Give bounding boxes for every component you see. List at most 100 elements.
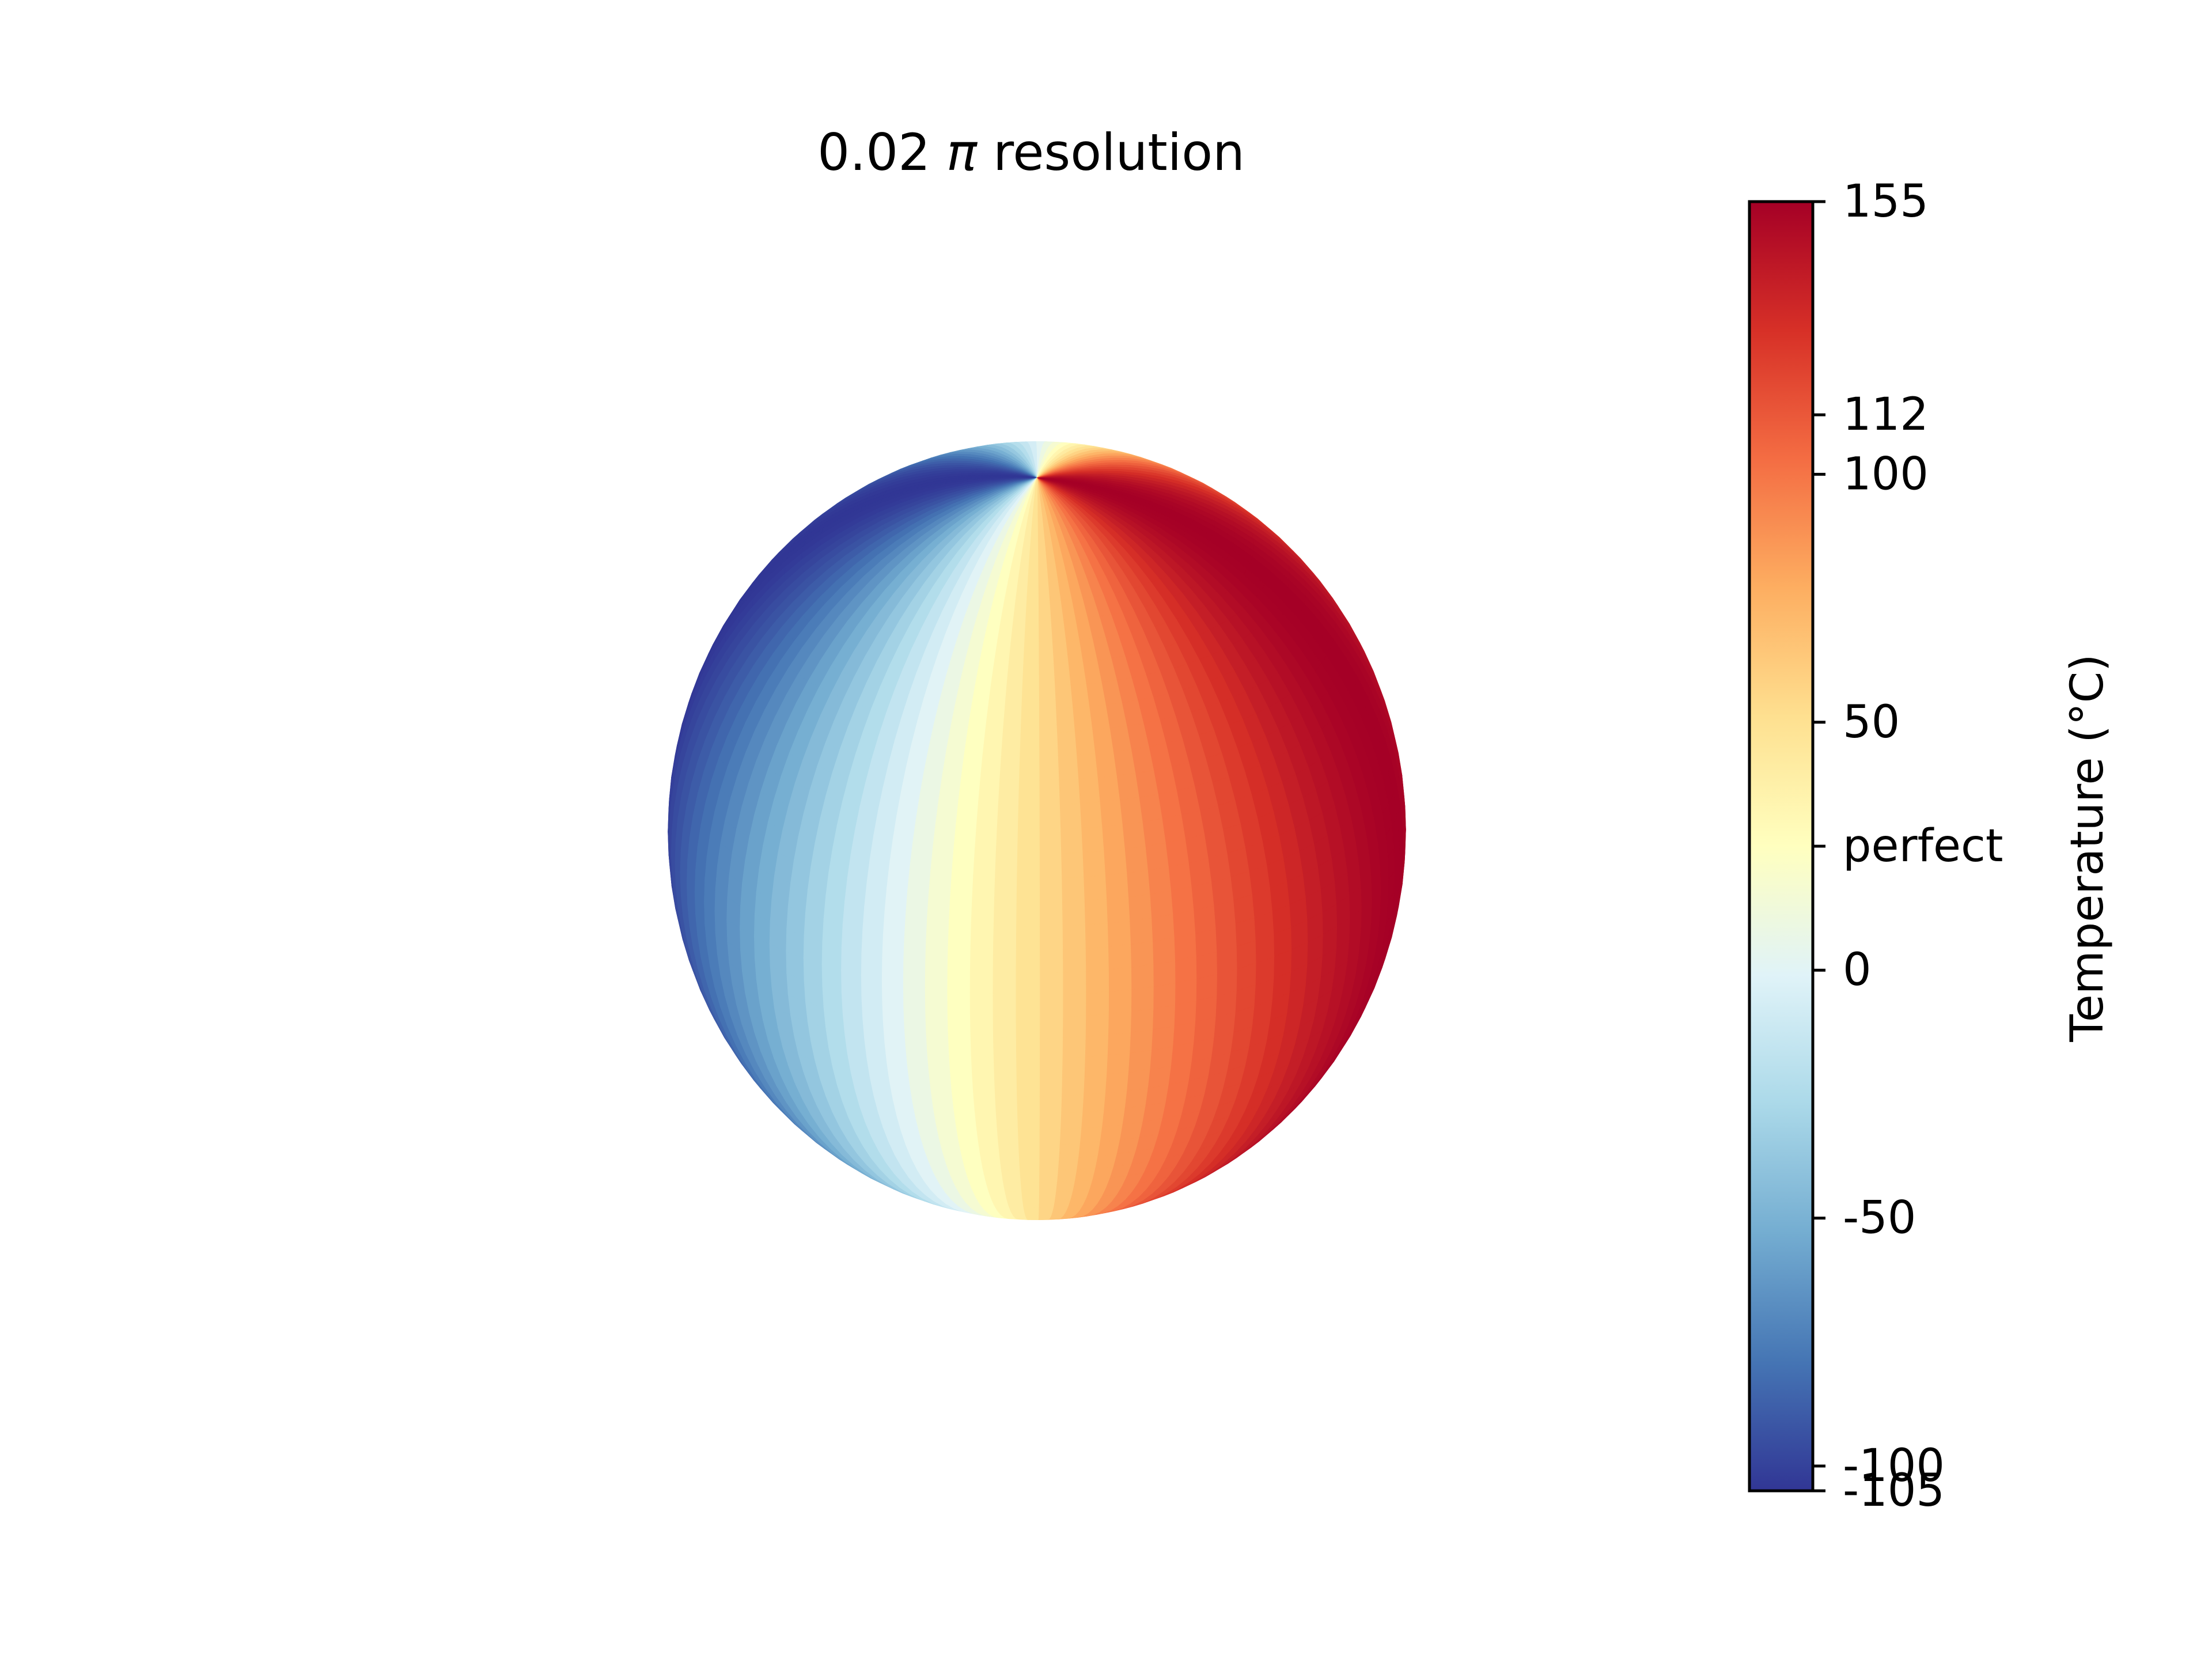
surface-facet <box>1058 779 1080 805</box>
surface-facet <box>1152 1004 1176 1031</box>
surface-facet <box>1019 756 1040 781</box>
colorbar-tick-label: 155 <box>1843 176 1929 228</box>
surface-facet <box>993 1036 1017 1059</box>
surface-facet <box>999 1157 1021 1171</box>
surface-facet <box>993 1056 1018 1078</box>
surface-facet <box>1085 946 1109 972</box>
colorbar: 155 112 100 50 perfect 0 -50 -100-105 <box>1748 176 2003 1517</box>
surface-facet <box>882 910 907 940</box>
title-pi-symbol: π <box>946 123 978 182</box>
surface-facet <box>1050 620 1066 642</box>
surface-facet <box>1074 1168 1096 1181</box>
surface-facet <box>1105 1052 1130 1075</box>
surface-facet <box>1079 801 1103 829</box>
surface-facet <box>1004 685 1024 710</box>
surface-facet <box>915 794 940 823</box>
surface-facet <box>1039 828 1062 854</box>
surface-facet <box>1174 956 1197 984</box>
surface-facet <box>1021 1191 1040 1201</box>
surface-facet <box>1025 600 1039 622</box>
surface-facet <box>1037 514 1044 531</box>
surface-facet <box>993 971 1017 995</box>
surface-facet <box>1141 817 1166 847</box>
surface-facet <box>1105 896 1130 924</box>
surface-facet <box>995 828 1019 854</box>
colorbar-tick-label: 100 <box>1843 448 1929 500</box>
surface-facet <box>980 1156 1002 1171</box>
title-suffix: resolution <box>977 123 1245 182</box>
surface-facet <box>1080 825 1104 853</box>
surface-facet <box>1081 850 1105 877</box>
surface-facet <box>1059 803 1082 830</box>
surface-facet <box>925 941 949 968</box>
surface-facet <box>905 891 930 919</box>
surface-facet <box>948 921 972 948</box>
surface-facet <box>969 991 994 1017</box>
surface-facet <box>1094 751 1117 779</box>
surface-facet <box>1130 986 1154 1012</box>
surface-facet <box>1016 1057 1040 1078</box>
surface-facet <box>1039 877 1062 903</box>
surface-facet <box>1039 1077 1062 1097</box>
colorbar-tick-label: perfect <box>1843 820 2003 872</box>
surface-facet <box>1039 948 1063 974</box>
surface-facet <box>1104 1071 1129 1094</box>
surface-facet <box>1059 827 1083 854</box>
surface-facet <box>1038 685 1056 710</box>
surface-facet <box>1126 1069 1150 1092</box>
surface-facet <box>1037 581 1050 601</box>
surface-facet <box>974 826 998 854</box>
surface-facet <box>1130 1007 1154 1033</box>
surface-facet <box>1168 862 1192 891</box>
surface-facet <box>887 863 911 892</box>
surface-facet <box>953 1108 978 1128</box>
surface-facet <box>953 824 978 852</box>
surface-facet <box>984 1179 1006 1192</box>
surface-facet <box>1037 641 1054 665</box>
surface-facet <box>949 1052 973 1075</box>
surface-facet <box>1081 1092 1106 1113</box>
surface-facet <box>947 990 971 1015</box>
surface-facet <box>1039 1037 1063 1059</box>
surface-facet <box>1107 1032 1131 1056</box>
surface-facet <box>976 802 999 829</box>
surface-facet <box>1021 685 1040 710</box>
surface-facet <box>1080 1109 1104 1129</box>
surface-facet <box>995 1094 1018 1113</box>
surface-facet <box>1084 899 1108 926</box>
surface-facet <box>958 776 982 803</box>
surface-facet <box>1085 991 1109 1016</box>
surface-facet <box>1006 1199 1025 1207</box>
surface-facet <box>1018 779 1040 805</box>
surface-facet <box>1010 620 1027 643</box>
surface-facet <box>1128 917 1153 945</box>
surface-facet <box>999 755 1021 781</box>
surface-facet <box>1075 1155 1098 1171</box>
surface-facet <box>907 867 931 896</box>
surface-facet <box>1048 600 1064 622</box>
surface-facet <box>1152 960 1176 987</box>
surface-facet <box>1039 1057 1063 1078</box>
surface-facet <box>967 705 989 732</box>
colorbar-label: Temperature (°C) <box>2062 654 2113 1042</box>
surface-facet <box>1150 914 1175 942</box>
surface-facet <box>1128 1029 1153 1054</box>
surface-facet <box>1070 683 1090 709</box>
surface-facet <box>947 944 972 971</box>
surface-facet <box>1107 944 1131 970</box>
surface-facet <box>1015 581 1029 601</box>
surface-facet <box>980 753 1002 781</box>
surface-facet <box>1016 925 1040 950</box>
surface-facet <box>1101 1107 1125 1127</box>
surface-facet <box>1002 1180 1022 1192</box>
surface-facet <box>1032 501 1038 516</box>
surface-facet <box>1024 620 1039 643</box>
surface-facet <box>933 821 957 850</box>
surface-facet <box>1084 1054 1108 1077</box>
surface-facet <box>1024 1211 1039 1217</box>
surface-facet <box>864 882 888 912</box>
colorbar-tick-label: -105 <box>1843 1465 1945 1517</box>
colorbar-fill <box>1749 202 1813 1491</box>
surface-facet <box>1038 1199 1055 1208</box>
